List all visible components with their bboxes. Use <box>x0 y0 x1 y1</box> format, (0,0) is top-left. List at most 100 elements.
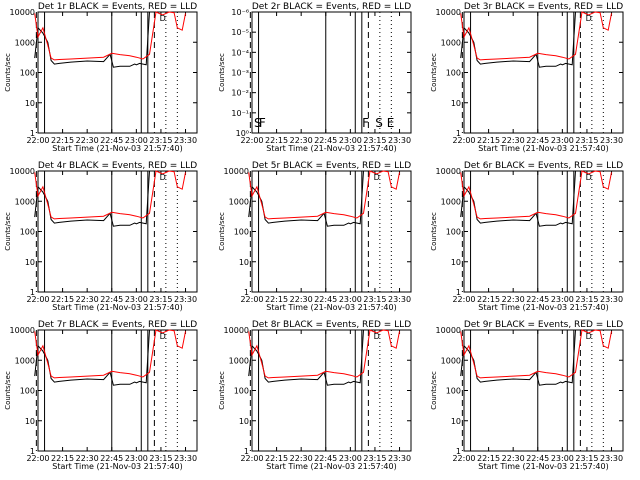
y-tick-label: 1 <box>456 288 461 297</box>
annotation-label: S <box>375 116 383 130</box>
x-tick-label: 23:30 <box>174 454 197 463</box>
x-tick-label: 22:45 <box>100 136 123 145</box>
y-axis-label: Counts/sec <box>4 212 12 251</box>
y-tick-label: 100 <box>446 69 461 78</box>
x-tick-label: 23:00 <box>339 136 362 145</box>
annotation-label: D <box>374 173 380 182</box>
y-tick-label: 1000 <box>441 356 461 365</box>
annotation-label: D <box>160 332 166 341</box>
x-tick-label: 22:45 <box>526 136 549 145</box>
y-tick-label: 100 <box>446 228 461 237</box>
series-line-1 <box>460 329 576 386</box>
x-tick-label: 22:15 <box>477 295 500 304</box>
x-tick-label: 23:30 <box>388 454 411 463</box>
y-tick-label: 10000 <box>10 8 35 17</box>
x-tick-label: 22:30 <box>76 454 99 463</box>
x-tick-label: 22:15 <box>265 295 288 304</box>
chart-title: Det 8r BLACK = Events, RED = LLD <box>252 320 411 330</box>
chart-title: Det 4r BLACK = Events, RED = LLD <box>38 161 197 171</box>
x-tick-label: 22:00 <box>452 454 475 463</box>
chart-title: Det 2r BLACK = Events, RED = LLD <box>252 2 411 12</box>
x-tick-label: 23:30 <box>388 136 411 145</box>
x-tick-label: 23:00 <box>339 295 362 304</box>
y-tick-label: 10 <box>25 258 35 267</box>
y-axis-label: Counts/sec <box>4 371 12 410</box>
y-tick-label: 10000 <box>224 326 249 335</box>
series-line-2 <box>248 329 400 379</box>
x-tick-label: 22:00 <box>452 136 475 145</box>
y-tick-label: 100 <box>234 387 249 396</box>
x-tick-label: 22:00 <box>240 136 263 145</box>
y-tick-label: 1 <box>244 447 249 456</box>
x-axis-label: Start Time (21-Nov-03 21:57:40) <box>266 462 396 471</box>
y-tick-label: 100 <box>20 69 35 78</box>
x-tick-label: 22:00 <box>452 295 475 304</box>
series-line-2 <box>34 170 186 220</box>
x-tick-label: 22:45 <box>100 295 123 304</box>
annotation-label: D <box>586 173 592 182</box>
x-axis-label: Start Time (21-Nov-03 21:57:40) <box>52 303 182 312</box>
y-tick-label: 100 <box>20 387 35 396</box>
chart-title: Det 7r BLACK = Events, RED = LLD <box>38 320 197 330</box>
x-tick-label: 22:15 <box>51 136 74 145</box>
y-tick-label: 10 <box>25 417 35 426</box>
annotation-label: D <box>586 332 592 341</box>
y-axis-label: Counts/sec <box>218 371 226 410</box>
plot-frame <box>463 170 624 293</box>
y-tick-label: 1000 <box>15 356 35 365</box>
x-tick-label: 22:45 <box>100 454 123 463</box>
y-tick-label: 10⁻⁵ <box>231 28 249 37</box>
chart-title: Det 9r BLACK = Events, RED = LLD <box>464 320 623 330</box>
x-tick-label: 22:15 <box>51 454 74 463</box>
x-axis-label: Start Time (21-Nov-03 21:57:40) <box>478 462 608 471</box>
x-axis-label: Start Time (21-Nov-03 21:57:40) <box>478 303 608 312</box>
y-axis-label: Counts/sec <box>430 212 438 251</box>
y-tick-label: 1 <box>456 129 461 138</box>
y-tick-label: 1000 <box>15 38 35 47</box>
x-tick-label: 23:15 <box>575 454 598 463</box>
x-tick-label: 22:00 <box>26 136 49 145</box>
annotation-label: D <box>160 173 166 182</box>
x-tick-label: 23:30 <box>388 295 411 304</box>
x-tick-label: 22:30 <box>290 454 313 463</box>
y-axis-label: Counts/sec <box>218 53 226 92</box>
y-tick-label: 100 <box>20 228 35 237</box>
x-tick-label: 22:45 <box>314 295 337 304</box>
x-tick-label: 22:15 <box>477 136 500 145</box>
x-tick-label: 23:30 <box>600 295 623 304</box>
y-tick-label: 1 <box>456 447 461 456</box>
y-tick-label: 10⁻² <box>231 89 249 98</box>
plot-frame <box>37 170 198 293</box>
y-tick-label: 10⁻⁶ <box>231 8 249 17</box>
x-tick-label: 23:00 <box>551 136 574 145</box>
y-tick-label: 10000 <box>10 167 35 176</box>
y-tick-label: 1 <box>30 129 35 138</box>
x-axis-label: Start Time (21-Nov-03 21:57:40) <box>52 144 182 153</box>
y-axis-label: Counts/sec <box>218 212 226 251</box>
y-tick-label: 10 <box>239 417 249 426</box>
x-axis-label: Start Time (21-Nov-03 21:57:40) <box>266 144 396 153</box>
annotation-label: E <box>387 116 395 130</box>
y-tick-label: 100 <box>446 387 461 396</box>
x-tick-label: 23:15 <box>363 295 386 304</box>
y-tick-label: 10 <box>451 417 461 426</box>
series-line-1 <box>460 11 576 68</box>
x-tick-label: 22:00 <box>240 454 263 463</box>
x-tick-label: 22:30 <box>76 136 99 145</box>
plot-frame <box>463 329 624 452</box>
x-tick-label: 22:15 <box>477 454 500 463</box>
y-tick-label: 10⁻¹ <box>231 109 249 118</box>
annotation-label: S <box>254 116 262 130</box>
series-line-2 <box>34 11 186 61</box>
series-line-1 <box>34 170 150 227</box>
x-tick-label: 23:00 <box>551 295 574 304</box>
y-tick-label: 10000 <box>436 167 461 176</box>
y-tick-label: 1000 <box>229 197 249 206</box>
x-tick-label: 22:30 <box>290 136 313 145</box>
annotation-label: F <box>259 116 266 130</box>
series-line-2 <box>248 170 400 220</box>
x-tick-label: 23:15 <box>363 136 386 145</box>
